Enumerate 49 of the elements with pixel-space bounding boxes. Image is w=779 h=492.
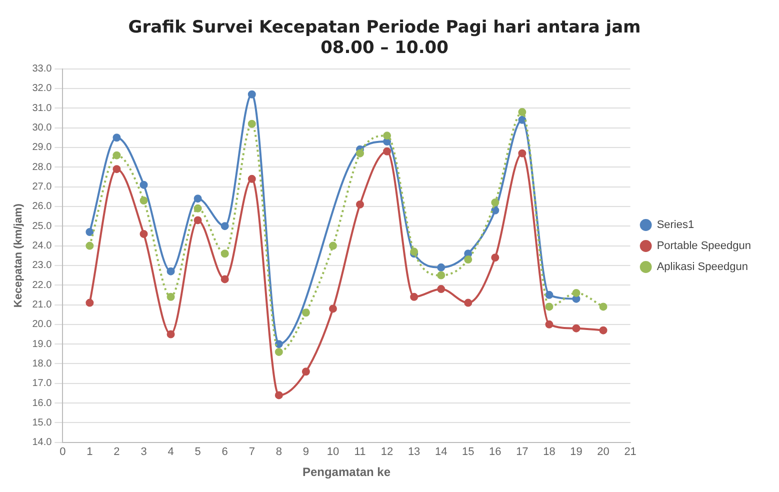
- x-tick-label: 18: [543, 446, 556, 458]
- x-tick-label: 1: [86, 446, 93, 458]
- y-tick-label: 33.0: [32, 64, 52, 75]
- legend-label: Series1: [656, 219, 694, 232]
- x-tick-label: 14: [434, 446, 448, 458]
- y-tick-label: 20.0: [32, 319, 52, 330]
- y-tick-label: 23.0: [32, 260, 52, 272]
- text: 08.00 – 10.00: [320, 38, 448, 58]
- x-tick-label: 4: [168, 446, 174, 458]
- x-tick-label: 17: [516, 446, 528, 458]
- legend-label: Portable Speedgun: [656, 240, 751, 252]
- x-tick-label: 8: [276, 446, 282, 458]
- y-tick-label: 22.0: [32, 280, 52, 291]
- x-tick-label: 11: [354, 446, 366, 458]
- y-tick-label: 14.0: [32, 437, 52, 448]
- y-tick-label: 18.0: [32, 358, 52, 370]
- y-tick-label: 31.0: [32, 102, 52, 114]
- x-tick-label: 13: [408, 446, 420, 458]
- x-tick-label: 0: [60, 446, 66, 458]
- y-tick-label: 21.0: [32, 300, 52, 311]
- x-tick-label: 6: [222, 446, 228, 458]
- y-tick-label: 27.0: [32, 182, 52, 193]
- x-tick-label: 12: [380, 446, 394, 458]
- x-tick-label: 9: [302, 446, 310, 458]
- x-tick-label: 19: [570, 446, 582, 458]
- y-tick-label: 25.0: [32, 220, 52, 232]
- x-tick-label: 20: [597, 446, 610, 458]
- y-tick-label: 19.0: [32, 338, 52, 350]
- x-axis-title: Pengamatan ke: [302, 465, 391, 480]
- x-tick-label: 3: [140, 446, 147, 458]
- x-tick-label: 21: [624, 446, 636, 458]
- x-tick-label: 15: [462, 446, 474, 458]
- text: Grafik Survei Kecepatan Periode Pagi hari antara jam: [128, 18, 641, 38]
- y-tick-label: 16.0: [32, 398, 52, 409]
- legend-label: Aplikasi Speedgun: [656, 261, 748, 274]
- y-tick-label: 24.0: [32, 240, 52, 252]
- x-tick-label: 7: [248, 446, 255, 458]
- y-tick-label: 15.0: [32, 417, 52, 428]
- y-tick-label: 26.0: [32, 201, 52, 212]
- y-tick-label: 29.0: [32, 142, 52, 154]
- x-tick-label: 16: [489, 446, 502, 458]
- y-tick-label: 32.0: [32, 83, 52, 94]
- y-axis-title: Kecepatan (km/jam): [12, 203, 25, 308]
- x-tick-label: 2: [114, 446, 120, 458]
- x-tick-label: 10: [326, 446, 340, 458]
- y-tick-label: 28.0: [32, 162, 52, 173]
- y-tick-label: 17.0: [32, 378, 52, 390]
- y-tick-label: 30.0: [32, 122, 52, 134]
- x-tick-label: 5: [194, 446, 201, 458]
